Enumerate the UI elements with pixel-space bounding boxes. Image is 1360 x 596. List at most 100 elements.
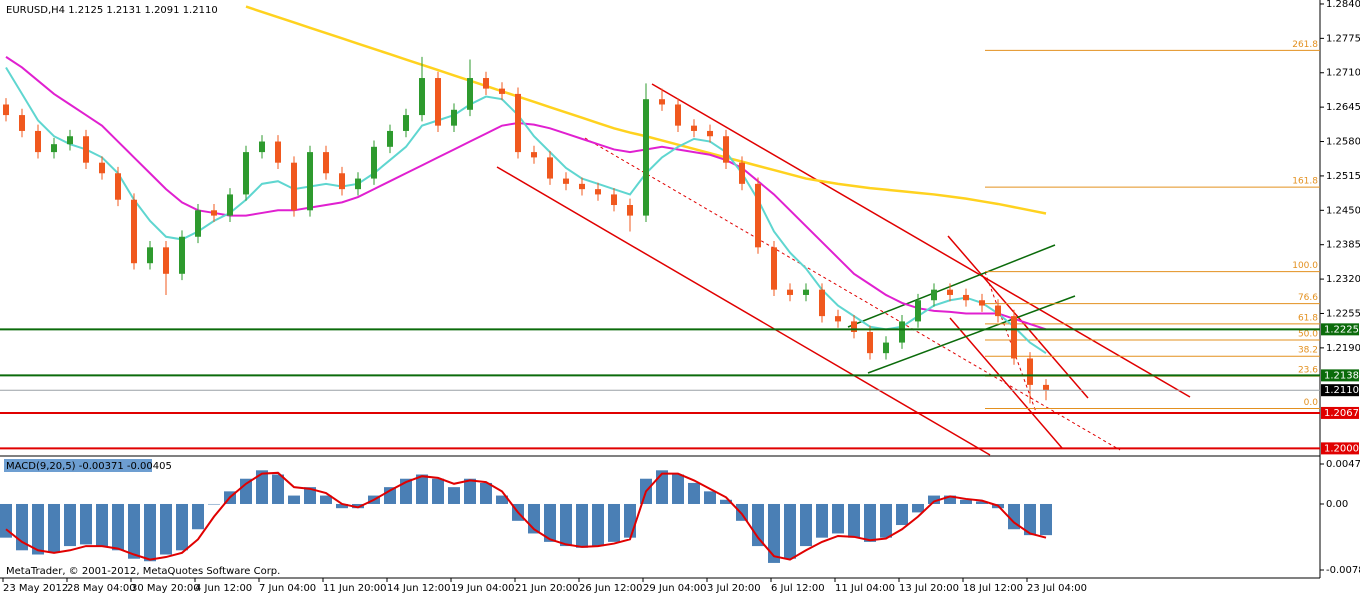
macd-bar bbox=[320, 495, 332, 504]
candle-body bbox=[307, 152, 313, 211]
candle-body bbox=[915, 300, 921, 322]
x-tick-label: 28 May 04:00 bbox=[67, 583, 136, 594]
candle-body bbox=[131, 199, 137, 264]
candle-body bbox=[723, 136, 729, 163]
candle-body bbox=[595, 189, 601, 195]
macd-bar bbox=[752, 503, 764, 547]
macd-bar bbox=[912, 503, 924, 513]
macd-bar bbox=[480, 482, 492, 504]
level-label-bg bbox=[1321, 369, 1359, 382]
macd-bar bbox=[784, 503, 796, 559]
macd-bar bbox=[656, 470, 668, 504]
level-label-bg bbox=[1321, 384, 1359, 397]
macd-bar bbox=[768, 503, 780, 563]
candle-body bbox=[243, 152, 249, 195]
macd-bar bbox=[0, 503, 12, 538]
macd-bar bbox=[608, 503, 620, 542]
candle-body bbox=[83, 136, 89, 163]
fib-label: 50.0 bbox=[1298, 330, 1318, 340]
candle-body bbox=[515, 93, 521, 153]
y-tick-label: -0.00784 bbox=[1326, 565, 1360, 576]
candle-body bbox=[675, 104, 681, 126]
candle-body bbox=[611, 194, 617, 206]
copyright: MetaTrader, © 2001-2012, MetaQuotes Soft… bbox=[6, 566, 280, 577]
macd-bar bbox=[416, 474, 428, 504]
signal-line bbox=[5, 471, 1047, 561]
candle-body bbox=[531, 152, 537, 158]
candle-body bbox=[851, 321, 857, 332]
macd-bar bbox=[176, 503, 188, 551]
x-tick-label: 19 Jun 04:00 bbox=[451, 583, 515, 594]
x-tick-label: 21 Jun 20:00 bbox=[515, 583, 579, 594]
candle-body bbox=[547, 157, 553, 179]
moving-average bbox=[5, 56, 1047, 331]
candle-body bbox=[627, 205, 633, 216]
fib-label: 161.8 bbox=[1292, 177, 1318, 187]
channel-line bbox=[949, 317, 1063, 449]
x-tick-label: 29 Jun 04:00 bbox=[643, 583, 707, 594]
candle-body bbox=[99, 162, 105, 174]
y-tick-label: 1.2710 bbox=[1326, 68, 1360, 79]
x-tick-label: 3 Jul 20:00 bbox=[707, 583, 761, 594]
candle-body bbox=[339, 173, 345, 190]
candle-body bbox=[467, 78, 473, 110]
candle-body bbox=[163, 247, 169, 274]
candle-body bbox=[435, 78, 441, 126]
macd-bar bbox=[720, 499, 732, 504]
macd-bar bbox=[288, 495, 300, 504]
y-tick-label: 1.2580 bbox=[1326, 137, 1360, 148]
level-label: 1.2110 bbox=[1324, 385, 1359, 396]
level-label: 1.2000 bbox=[1324, 443, 1359, 454]
level-label: 1.2138 bbox=[1324, 370, 1359, 381]
y-tick-label: 1.2775 bbox=[1326, 33, 1360, 44]
fib-label: 0.0 bbox=[1304, 398, 1319, 408]
candle-body bbox=[51, 144, 57, 153]
fib-label: 23.6 bbox=[1298, 366, 1318, 376]
x-tick-label: 23 May 2012 bbox=[3, 583, 68, 594]
candle-body bbox=[147, 247, 153, 264]
candle-body bbox=[947, 289, 953, 295]
candle-body bbox=[419, 78, 425, 116]
y-tick-label: 1.2645 bbox=[1326, 102, 1360, 113]
macd-bar bbox=[256, 470, 268, 504]
macd-bar bbox=[960, 499, 972, 504]
fib-label: 61.8 bbox=[1298, 313, 1318, 323]
x-tick-label: 4 Jun 12:00 bbox=[195, 583, 252, 594]
x-tick-label: 18 Jul 12:00 bbox=[963, 583, 1023, 594]
macd-bar bbox=[736, 503, 748, 521]
macd-bar bbox=[352, 503, 364, 509]
candle-body bbox=[931, 289, 937, 301]
candle-body bbox=[387, 130, 393, 147]
macd-bar bbox=[32, 503, 44, 555]
candle-body bbox=[115, 173, 121, 200]
candle-body bbox=[355, 178, 361, 190]
macd-bar bbox=[560, 503, 572, 547]
trend-lines bbox=[496, 83, 1191, 456]
y-tick-label: 1.2255 bbox=[1326, 308, 1360, 319]
macd-bar bbox=[592, 503, 604, 547]
candle-body bbox=[643, 99, 649, 216]
y-tick-label: 0.00475 bbox=[1326, 459, 1360, 470]
macd-title-bg bbox=[4, 459, 152, 472]
fib-label: 76.6 bbox=[1298, 293, 1318, 303]
level-label: 1.2225 bbox=[1324, 324, 1359, 335]
y-tick-label: 0.00 bbox=[1326, 499, 1348, 510]
candle-body bbox=[19, 115, 25, 131]
fib-label: 100.0 bbox=[1292, 261, 1318, 271]
macd-bar bbox=[624, 503, 636, 538]
candle-body bbox=[499, 88, 505, 94]
macd-bar bbox=[192, 503, 204, 530]
candle-body bbox=[35, 130, 41, 153]
y-tick-label: 1.2385 bbox=[1326, 240, 1360, 251]
macd-bar bbox=[896, 503, 908, 526]
fib-label: 38.2 bbox=[1298, 346, 1318, 356]
macd-bar bbox=[128, 503, 140, 559]
level-label-bg bbox=[1321, 323, 1359, 336]
candle-body bbox=[1043, 384, 1049, 391]
macd-bar bbox=[336, 503, 348, 509]
candle-body bbox=[739, 162, 745, 184]
candle-body bbox=[275, 141, 281, 163]
macd-bar bbox=[928, 495, 940, 504]
macd-bar bbox=[240, 478, 252, 504]
